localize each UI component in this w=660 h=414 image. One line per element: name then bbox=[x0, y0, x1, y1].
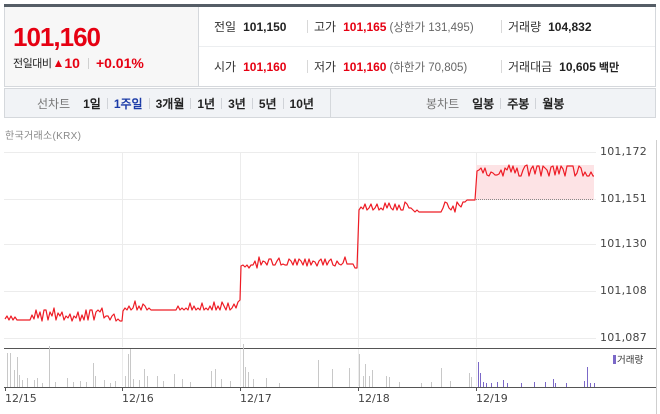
stat-open: 시가 101,160 bbox=[214, 59, 287, 75]
price-line bbox=[4, 164, 594, 322]
today-fill bbox=[476, 165, 594, 200]
tab-3year[interactable]: 3년 bbox=[228, 96, 246, 111]
top-rule bbox=[4, 4, 656, 7]
line-chart-tabs: 선차트 1일 1주일 3개월 1년 3년 5년 10년 bbox=[5, 89, 331, 117]
current-price: 101,160 bbox=[13, 22, 101, 52]
chart-period-tabs: 선차트 1일 1주일 3개월 1년 3년 5년 10년 봉차트 일봉 주봉 월봉 bbox=[4, 88, 656, 118]
y-tick-label: 101,172 bbox=[600, 145, 647, 158]
y-tick-label: 101,151 bbox=[600, 192, 647, 205]
y-tick-label: 101,130 bbox=[600, 237, 647, 250]
tab-5year[interactable]: 5년 bbox=[258, 96, 277, 111]
line-chart-title: 선차트 bbox=[37, 96, 71, 111]
stat-low: 저가 101,160 (하한가 70,805) bbox=[307, 60, 501, 74]
divider bbox=[190, 97, 192, 109]
x-ticks bbox=[5, 387, 477, 391]
volume-bars-today bbox=[478, 362, 595, 387]
current-price-box: 101,160 전일대비 ▲ 10 +0.01% bbox=[5, 7, 199, 86]
change-percent: +0.01% bbox=[95, 55, 144, 71]
x-tick-label: 12/16 bbox=[122, 392, 154, 405]
volume-bars-past bbox=[7, 344, 472, 387]
tab-1week[interactable]: 1주일 bbox=[113, 96, 143, 111]
quote-panel: 101,160 전일대비 ▲ 10 +0.01% 전일 101,150 고가 1… bbox=[4, 7, 656, 87]
change-value: 10 bbox=[64, 55, 80, 71]
y-tick-label: 101,087 bbox=[600, 331, 647, 344]
chart-canvas bbox=[4, 140, 657, 414]
change-label: 전일대비 bbox=[13, 58, 52, 70]
stat-prev-close: 전일 101,150 bbox=[214, 19, 287, 35]
stat-high: 고가 101,165 (상한가 131,495) bbox=[307, 20, 501, 34]
quote-stats: 전일 101,150 고가 101,165 (상한가 131,495) 거래량 … bbox=[199, 7, 655, 86]
tab-daily[interactable]: 일봉 bbox=[472, 96, 495, 111]
triangle-up-icon: ▲ bbox=[52, 56, 65, 70]
legend-label: 거래량 bbox=[617, 355, 644, 366]
tab-weekly[interactable]: 주봉 bbox=[507, 96, 530, 111]
price-chart: 101,172 101,151 101,130 101,108 101,087 … bbox=[0, 140, 660, 414]
stats-row: 전일 101,150 고가 101,165 (상한가 131,495) 거래량 … bbox=[199, 7, 655, 46]
divider bbox=[500, 97, 502, 109]
divider bbox=[251, 97, 253, 109]
tab-3month[interactable]: 3개월 bbox=[155, 96, 185, 111]
divider bbox=[535, 97, 537, 109]
x-tick-label: 12/17 bbox=[240, 392, 272, 405]
y-tick-label: 101,108 bbox=[600, 284, 647, 297]
candle-chart-title: 봉차트 bbox=[426, 96, 460, 111]
stat-volume: 거래량 104,832 bbox=[501, 20, 592, 34]
x-tick-label: 12/19 bbox=[476, 392, 508, 405]
grid-lines bbox=[4, 152, 596, 386]
divider bbox=[106, 97, 108, 109]
x-tick-label: 12/15 bbox=[5, 392, 37, 405]
tab-monthly[interactable]: 월봉 bbox=[542, 96, 565, 111]
data-source: 한국거래소(KRX) bbox=[5, 131, 82, 142]
candle-chart-tabs: 봉차트 일봉 주봉 월봉 bbox=[331, 89, 655, 117]
legend-swatch bbox=[613, 354, 616, 364]
stat-trade-value: 거래대금 10,605 백만 bbox=[501, 60, 619, 74]
divider bbox=[148, 97, 150, 109]
volume-legend: 거래량 bbox=[613, 352, 643, 366]
divider bbox=[87, 57, 89, 69]
x-tick-label: 12/18 bbox=[358, 392, 390, 405]
divider bbox=[282, 97, 284, 109]
tab-1day[interactable]: 1일 bbox=[83, 96, 101, 111]
stats-row: 시가 101,160 저가 101,160 (하한가 70,805) 거래대금 … bbox=[199, 46, 655, 86]
divider bbox=[221, 97, 223, 109]
price-change: 전일대비 ▲ 10 +0.01% bbox=[13, 55, 198, 71]
tab-10year[interactable]: 10년 bbox=[289, 96, 314, 111]
tab-1year[interactable]: 1년 bbox=[197, 96, 216, 111]
